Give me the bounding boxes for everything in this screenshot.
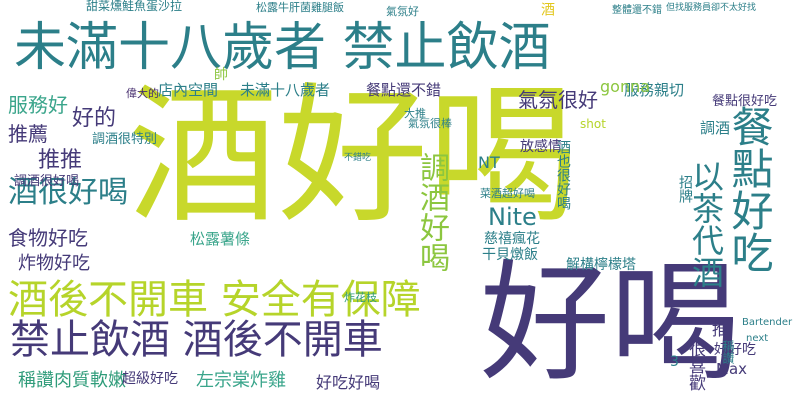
cloud-word: 解構檸檬塔: [566, 257, 636, 273]
cloud-word: 超級好吃: [122, 371, 178, 387]
cloud-word: NT: [478, 153, 500, 172]
cloud-word: 偉大的: [126, 87, 159, 100]
cloud-word: 調酒好喝: [414, 152, 449, 272]
cloud-word: 店內空間: [158, 81, 219, 99]
cloud-word: 推: [712, 320, 729, 339]
cloud-word: 放感情: [520, 139, 562, 155]
cloud-word: 食物好吃: [8, 226, 88, 250]
cloud-word: 氣氛很好: [518, 88, 598, 112]
cloud-word: 推薦: [8, 122, 48, 146]
cloud-word: 好喝: [480, 247, 741, 399]
cloud-word: 很喜歡: [685, 340, 705, 391]
cloud-word: 氣氛好: [386, 5, 419, 18]
cloud-word: 服務好: [8, 93, 68, 117]
cloud-word: 服務親切: [624, 81, 685, 99]
cloud-word: 推推: [38, 148, 83, 173]
cloud-word: 酒好喝: [128, 70, 579, 244]
cloud-word: 干貝燉飯: [482, 247, 538, 263]
cloud-word: 左宗棠炸雞: [196, 370, 286, 391]
cloud-word: 餐點好吃: [725, 105, 774, 273]
cloud-word: 松露牛肝菌雞腿飯: [256, 1, 344, 14]
cloud-word: 餐點還不錯: [366, 81, 442, 99]
cloud-word: 調酒很特別: [92, 132, 158, 147]
cloud-word: 好好吃: [714, 342, 756, 358]
cloud-word: 酒後不開車 安全有保障: [8, 277, 421, 323]
cloud-word: 慈禧瘋花: [484, 231, 540, 247]
cloud-word: 整體還不錯: [612, 5, 662, 16]
cloud-word: 3: [670, 354, 679, 370]
cloud-word: 炸物好吃: [18, 253, 90, 274]
cloud-word: 調酒: [700, 119, 731, 137]
cloud-word: gonna: [600, 77, 651, 96]
cloud-word: 氣氛很棒: [408, 117, 452, 130]
cloud-word: Nite: [488, 203, 537, 231]
cloud-word: shot: [580, 117, 606, 131]
cloud-word: 酒也很好喝: [555, 140, 571, 210]
cloud-word: 帥: [214, 67, 228, 83]
cloud-word: Bartender: [742, 317, 793, 328]
cloud-word: 但找服務員卻不太好找: [666, 3, 757, 13]
cloud-word: next: [746, 333, 769, 344]
cloud-word: 大推: [404, 107, 426, 120]
cloud-word: 未滿十八歲者 禁止飲酒: [14, 18, 551, 78]
cloud-word: 未滿十八歲者: [240, 81, 331, 99]
cloud-word: 不錯吃: [344, 153, 372, 163]
cloud-word: 酒: [539, 2, 555, 16]
cloud-word: Max: [716, 360, 748, 378]
cloud-word: 好的: [72, 106, 117, 131]
cloud-word: 餐點很好吃: [712, 94, 778, 109]
cloud-word: 甜菜燻鮭魚蛋沙拉: [86, 0, 183, 13]
cloud-word: 以茶代酒: [687, 160, 725, 288]
cloud-word: 稱讚: [721, 340, 735, 364]
cloud-word: 稱讚肉質軟嫩: [18, 370, 126, 391]
cloud-word: 菜酒超好喝: [480, 187, 535, 200]
cloud-word: 炸花枝: [344, 291, 377, 304]
cloud-word: 酒很好喝: [8, 175, 128, 210]
cloud-word: 招牌: [677, 175, 693, 203]
cloud-word: 好吃好喝: [316, 373, 381, 392]
cloud-word: 調酒很好喝: [14, 174, 80, 189]
cloud-word: 禁止飲酒 酒後不開車: [10, 317, 383, 363]
cloud-word: 松露薯條: [190, 230, 251, 248]
